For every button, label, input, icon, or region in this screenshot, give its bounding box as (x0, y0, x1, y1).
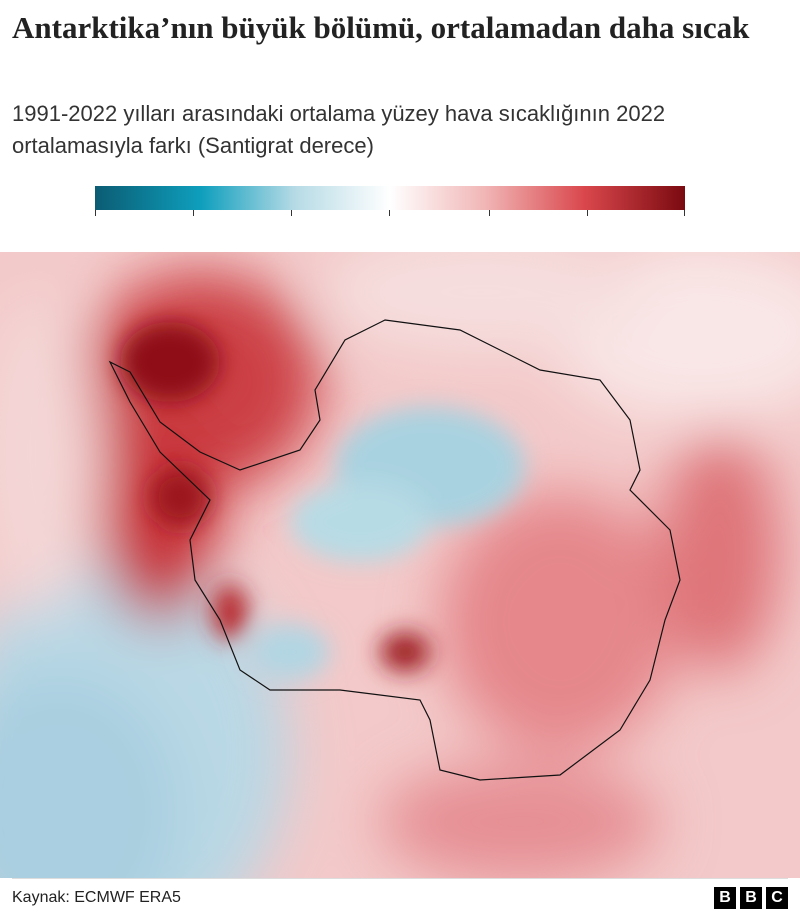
logo-letter: B (714, 887, 736, 909)
title: Antarktika’nın büyük bölümü, ortalamadan… (12, 10, 750, 45)
logo-letter: C (766, 887, 788, 909)
color-bar (95, 186, 685, 210)
subtitle: 1991-2022 yılları arasındaki ortalama yü… (12, 101, 666, 158)
temperature-map (0, 252, 800, 878)
source: Kaynak: ECMWF ERA5 (12, 889, 181, 906)
coastline (108, 319, 681, 781)
logo-letter: B (740, 887, 762, 909)
color-scale (95, 186, 685, 216)
logo: B B C (714, 887, 788, 909)
divider (12, 878, 788, 879)
scale-ticks (95, 210, 685, 216)
heatmap (0, 252, 800, 878)
